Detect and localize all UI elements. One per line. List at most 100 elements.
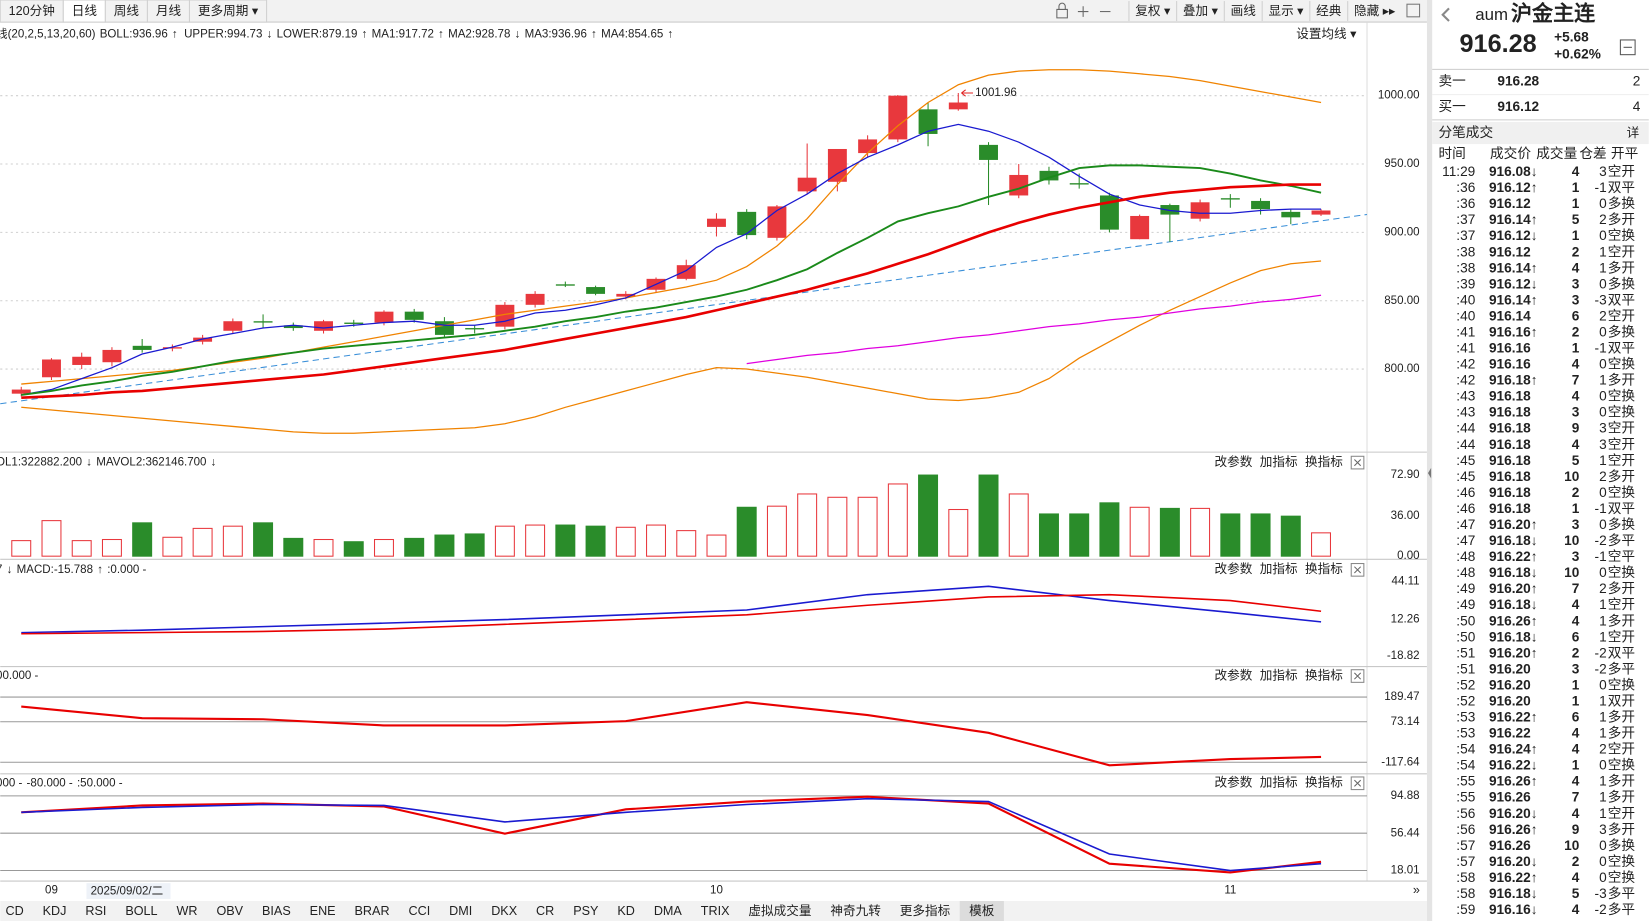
- panel-button[interactable]: 改参数: [1215, 775, 1253, 790]
- trade-time: :40: [1456, 292, 1475, 307]
- trade-volume: 5: [1572, 212, 1580, 227]
- indicator-tab[interactable]: DMI: [449, 904, 472, 918]
- panel-button[interactable]: 加指标: [1260, 668, 1298, 682]
- panel-button[interactable]: 改参数: [1215, 454, 1253, 469]
- indicator-tab[interactable]: DMA: [654, 904, 683, 918]
- legend-text: ↑: [97, 564, 103, 576]
- trade-type: 多开: [1608, 821, 1635, 837]
- trade-oi-change: 1: [1599, 373, 1607, 388]
- panel-button[interactable]: 换指标: [1305, 668, 1343, 682]
- trade-price: 916.18: [1489, 453, 1531, 468]
- indicator-tab[interactable]: KDJ: [43, 904, 67, 918]
- volume-bar: [101, 538, 122, 557]
- toolbar-button[interactable]: 画线: [1231, 4, 1257, 18]
- period-tab[interactable]: 周线: [114, 4, 140, 18]
- volume-bar: [192, 527, 213, 557]
- panel-button[interactable]: 改参数: [1215, 561, 1253, 576]
- toolbar-button[interactable]: 经典: [1316, 4, 1342, 18]
- trade-type: 空换: [1608, 404, 1636, 420]
- indicator-tab[interactable]: CR: [536, 904, 554, 918]
- y-tick-label: -117.64: [1381, 756, 1420, 768]
- candle-body: [223, 321, 243, 331]
- indicator-tab[interactable]: 更多指标: [900, 904, 951, 918]
- set-ma-button[interactable]: 设置均线 ▾: [1296, 27, 1357, 41]
- trade-volume: 10: [1564, 838, 1580, 853]
- period-tab[interactable]: 日线: [72, 4, 98, 18]
- indicator-line: [21, 795, 1322, 874]
- legend-text: MA4:854.65: [601, 29, 663, 41]
- indicator-tab[interactable]: PSY: [573, 904, 599, 918]
- indicator-tab[interactable]: WR: [177, 904, 198, 918]
- trade-time: :56: [1456, 822, 1475, 837]
- back-icon[interactable]: [1441, 7, 1450, 22]
- lock-icon[interactable]: [1056, 2, 1068, 19]
- candle-body: [797, 177, 817, 192]
- indicator-tab[interactable]: 神奇九转: [830, 904, 881, 918]
- trade-oi-change: 1: [1599, 453, 1607, 468]
- candle-body: [1251, 200, 1271, 210]
- panel-button[interactable]: 加指标: [1260, 562, 1298, 576]
- panel-button[interactable]: 换指标: [1305, 562, 1343, 576]
- indicator-tab[interactable]: BIAS: [262, 904, 291, 918]
- indicator-tab[interactable]: BOLL: [125, 904, 157, 918]
- indicator-tab[interactable]: TRIX: [701, 904, 730, 918]
- period-tab-bg[interactable]: [188, 0, 268, 23]
- quote-change-pct: +0.62%: [1554, 46, 1601, 61]
- book-label: 卖一: [1439, 74, 1467, 89]
- trade-time: :50: [1456, 613, 1475, 628]
- candle-body: [132, 345, 152, 350]
- trade-type: 多开: [1608, 372, 1635, 388]
- trade-type: 多换: [1608, 516, 1636, 532]
- toolbar-button[interactable]: 隐藏 ▸▸: [1354, 4, 1396, 18]
- trade-price: 916.18↓: [1489, 533, 1538, 548]
- period-tab[interactable]: 120分钟: [9, 3, 55, 18]
- y-tick-label: -18.82: [1387, 650, 1420, 662]
- trade-type: 空换: [1608, 484, 1636, 500]
- indicator-tab[interactable]: BRAR: [355, 904, 390, 918]
- panel-button[interactable]: 加指标: [1260, 776, 1298, 790]
- trade-type: 多换: [1608, 275, 1636, 291]
- trade-oi-change: 0: [1599, 389, 1607, 404]
- trade-price: 916.20: [1489, 693, 1531, 708]
- toolbar-button[interactable]: 复权 ▾: [1135, 3, 1171, 18]
- indicator-tab[interactable]: RSI: [85, 904, 106, 918]
- toolbar-button[interactable]: 显示 ▾: [1268, 4, 1304, 18]
- period-tab[interactable]: 更多周期 ▾: [198, 4, 259, 18]
- candle-body: [374, 311, 394, 323]
- splitter-arrow: [1427, 467, 1432, 479]
- toolbar-button[interactable]: 叠加 ▾: [1183, 4, 1219, 18]
- volume-bar: [766, 505, 787, 557]
- plus-icon[interactable]: [1077, 6, 1089, 17]
- panel-button[interactable]: 换指标: [1305, 455, 1343, 469]
- trade-time: :37: [1456, 228, 1475, 243]
- tab-bg[interactable]: [959, 901, 1004, 921]
- indicator-tab[interactable]: CD: [5, 904, 23, 918]
- trade-time: :47: [1456, 517, 1475, 532]
- candle-body: [918, 109, 938, 134]
- indicator-tab[interactable]: ENE: [310, 904, 336, 918]
- volume-bar: [948, 508, 969, 557]
- period-tab[interactable]: 月线: [156, 4, 182, 18]
- fullscreen-icon[interactable]: [1406, 3, 1421, 18]
- indicator-tab[interactable]: DKX: [491, 904, 518, 918]
- collapse-icon[interactable]: [1619, 39, 1636, 56]
- trade-volume: 4: [1572, 726, 1580, 741]
- volume-bar: [555, 524, 576, 557]
- indicator-tab[interactable]: CCI: [409, 904, 431, 918]
- trade-oi-change: 0: [1599, 276, 1607, 291]
- indicator-tab[interactable]: 虚拟成交量: [748, 903, 811, 918]
- candle-body: [1130, 215, 1150, 240]
- panel-button[interactable]: 加指标: [1260, 455, 1298, 469]
- volume-bar: [857, 496, 878, 557]
- trade-time: :54: [1456, 742, 1475, 757]
- panel-button[interactable]: 换指标: [1305, 776, 1343, 790]
- trade-volume: 3: [1572, 661, 1580, 676]
- trade-volume: 7: [1572, 790, 1580, 805]
- panel-button[interactable]: 改参数: [1215, 667, 1253, 682]
- trade-time: :53: [1456, 726, 1475, 741]
- candle-body: [72, 356, 92, 365]
- indicator-tab[interactable]: KD: [617, 904, 635, 918]
- trades-detail[interactable]: 详: [1627, 126, 1640, 140]
- indicator-tab[interactable]: 模板: [969, 904, 995, 918]
- indicator-tab[interactable]: OBV: [216, 904, 243, 918]
